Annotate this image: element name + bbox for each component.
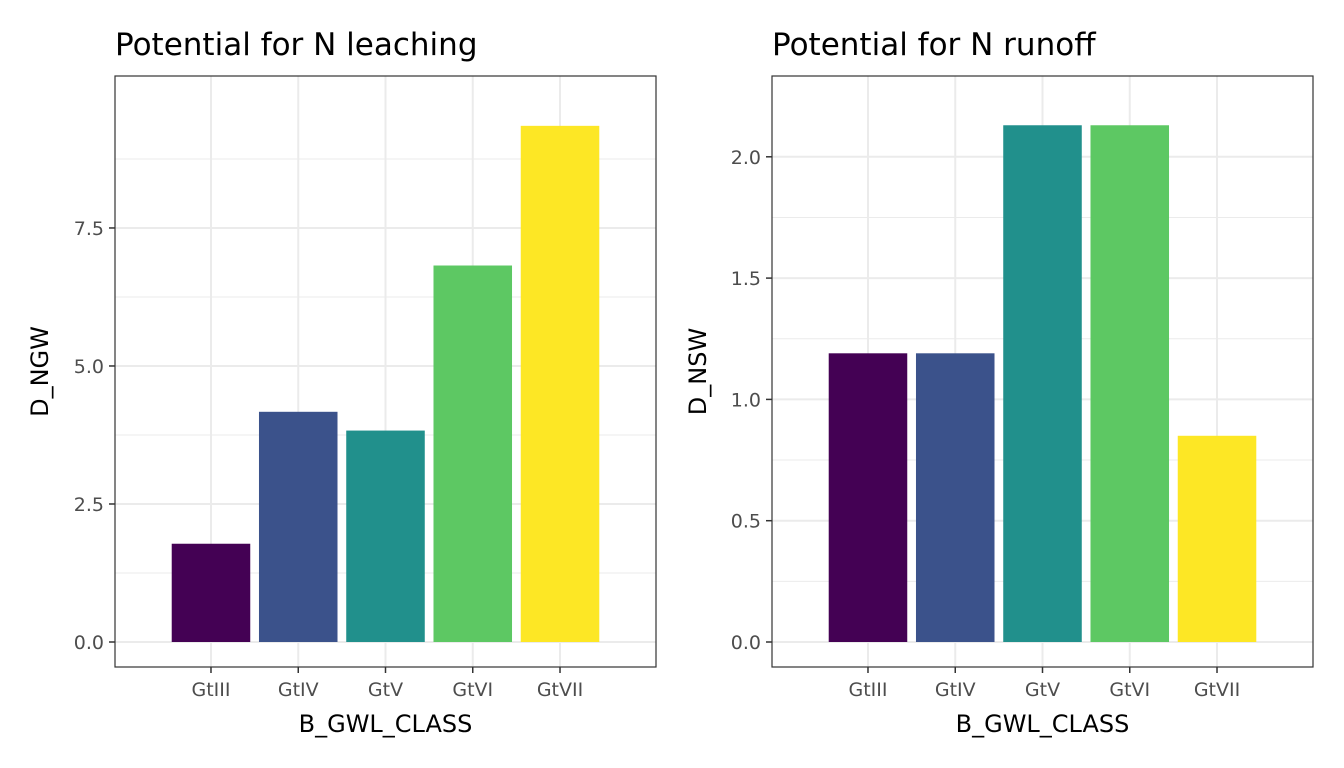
bar-gtiv	[258, 411, 338, 642]
x-tick-label: GtVII	[1194, 679, 1240, 701]
chart-title: Potential for N runoff	[772, 27, 1096, 63]
chart-title: Potential for N leaching	[115, 27, 478, 63]
x-axis-label: B_GWL_CLASS	[299, 710, 473, 738]
bar-gtvii	[1177, 435, 1257, 642]
x-tick-label: GtIV	[935, 679, 976, 701]
x-tick-label: GtIII	[191, 679, 230, 701]
y-tick-label: 0.0	[74, 632, 104, 654]
y-tick-label: 1.5	[731, 268, 761, 290]
y-axis-label: D_NGW	[26, 326, 54, 417]
y-tick-label: 7.5	[74, 218, 104, 240]
x-tick-label: GtVII	[537, 679, 583, 701]
x-tick-label: GtVI	[452, 679, 493, 701]
axes: 0.0 2.5 5.0 7.5 GtIII GtIV GtV GtVI GtVII	[74, 218, 583, 701]
bar-gtiii	[171, 543, 251, 642]
bar-gtvii	[520, 125, 600, 642]
y-tick-label: 0.0	[731, 632, 761, 654]
bar-gtv	[346, 430, 425, 642]
x-tick-label: GtIII	[848, 679, 887, 701]
bars	[171, 125, 600, 642]
axes: 0.0 0.5 1.0 1.5 2.0 GtIII GtIV GtV GtVI GtVII	[731, 147, 1240, 701]
bars	[828, 125, 1257, 643]
bar-gtvi	[1090, 125, 1170, 643]
y-tick-label: 2.0	[731, 147, 761, 169]
x-tick-label: GtV	[368, 679, 403, 701]
chart-leaching: Potential for N leaching 0.0 2.5 5.0 7.5 GtI…	[26, 27, 657, 738]
x-tick-label: GtVI	[1109, 679, 1150, 701]
x-axis-label: B_GWL_CLASS	[956, 710, 1130, 738]
x-tick-label: GtIV	[278, 679, 319, 701]
bar-gtv	[1003, 125, 1082, 643]
y-tick-label: 5.0	[74, 356, 104, 378]
x-tick-label: GtV	[1025, 679, 1060, 701]
y-tick-label: 1.0	[731, 389, 761, 411]
bar-gtvi	[433, 265, 513, 642]
y-tick-label: 2.5	[74, 494, 104, 516]
bar-gtiv	[915, 353, 995, 642]
bar-gtiii	[828, 353, 908, 642]
y-axis-label: D_NSW	[684, 328, 712, 415]
chart-runoff: Potential for N runoff 0.0 0.5 1.0 1.5 2.0 Gt…	[684, 27, 1314, 738]
y-tick-label: 0.5	[731, 511, 761, 533]
